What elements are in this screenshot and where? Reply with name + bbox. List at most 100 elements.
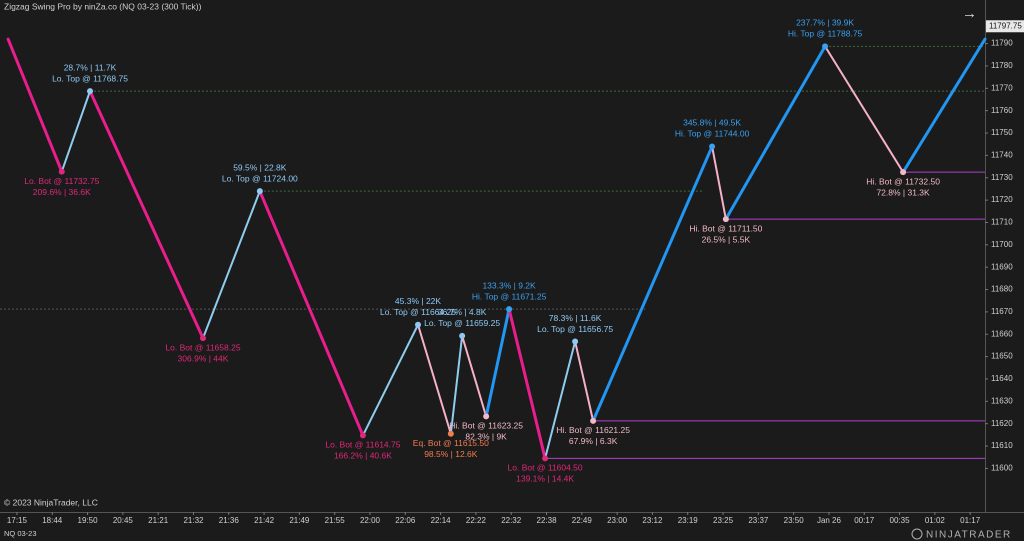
y-tick-label: 11700: [991, 240, 1013, 249]
swing-pivot: [722, 216, 729, 223]
zigzag-leg: [711, 145, 727, 221]
x-tick-label: 23:50: [784, 516, 805, 525]
y-tick-label: 11630: [991, 396, 1013, 405]
x-tick-label: 23:00: [607, 516, 628, 525]
swing-label: Lo. Top @ 11656.75: [537, 324, 613, 334]
swing-pivot: [822, 43, 829, 50]
zigzag-leg: [591, 144, 714, 423]
swing-label: Hi. Bot @ 11732.50: [866, 176, 940, 186]
swing-pivot: [415, 321, 422, 328]
swing-label: Hi. Bot @ 11623.25: [449, 421, 523, 431]
swing-stats: 139.1% | 14.4K: [516, 474, 574, 484]
zigzag-leg: [461, 334, 488, 418]
swing-pivot: [542, 455, 549, 462]
y-tick-label: 11790: [991, 39, 1013, 48]
zigzag-leg: [361, 323, 420, 437]
swing-stats: 78.3% | 11.6K: [549, 313, 602, 323]
swing-stats: 209.6% | 36.6K: [33, 187, 91, 197]
swing-stats: 237.7% | 39.9K: [796, 18, 854, 28]
swing-pivot: [709, 143, 716, 150]
zigzag-leg: [6, 37, 64, 174]
y-tick-label: 11650: [991, 352, 1013, 361]
x-tick-label: 21:32: [183, 516, 204, 525]
y-tick-label: 11620: [991, 419, 1013, 428]
zigzag-leg: [574, 340, 595, 422]
y-tick-label: 11720: [991, 195, 1013, 204]
y-tick-label: 11710: [991, 218, 1013, 227]
swing-label: Lo. Top @ 11724.00: [222, 173, 298, 183]
y-tick-label: 11640: [991, 374, 1013, 383]
swing-label: Hi. Bot @ 11621.25: [556, 425, 630, 435]
swing-label: Lo. Bot @ 11658.25: [165, 342, 240, 352]
swing-stats: 72.8% | 31.3K: [876, 187, 930, 197]
x-tick-label: Jan 26: [817, 516, 842, 525]
y-tick-label: 11740: [991, 150, 1013, 159]
y-tick-label: 11780: [991, 61, 1013, 70]
y-tick-label: 11770: [991, 83, 1013, 92]
swing-stats: 67.9% | 6.3K: [569, 436, 618, 446]
x-tick-label: 21:55: [325, 516, 346, 525]
zigzag-leg: [544, 340, 577, 460]
x-tick-label: 00:35: [890, 516, 911, 525]
zigzag-leg: [724, 44, 827, 221]
x-tick-label: 21:42: [254, 516, 275, 525]
brand-logo: [911, 528, 923, 540]
x-tick-label: 23:19: [678, 516, 699, 525]
last-price-tag: [986, 20, 1024, 33]
swing-stats: 306.9% | 44K: [178, 353, 229, 363]
swing-label: Lo. Bot @ 11614.75: [325, 440, 400, 450]
y-tick-label: 11610: [991, 441, 1013, 450]
x-tick-label: 21:49: [289, 516, 310, 525]
x-tick-label: 01:17: [960, 516, 981, 525]
swing-stats: 98.5% | 12.6K: [424, 449, 478, 459]
swing-stats: 45.3% | 22K: [395, 296, 441, 306]
swing-stats: 28.7% | 11.7K: [64, 62, 117, 72]
swing-label: Hi. Top @ 11788.75: [788, 29, 863, 39]
zigzag-leg: [202, 190, 261, 340]
x-tick-label: 22:06: [395, 516, 416, 525]
swing-pivot: [506, 306, 513, 313]
swing-label: Lo. Bot @ 11732.75: [24, 176, 99, 186]
x-tick-label: 22:22: [466, 516, 487, 525]
instrument: NQ 03-23: [4, 529, 37, 538]
x-tick-label: 21:21: [148, 516, 169, 525]
x-tick-label: 23:12: [642, 516, 663, 525]
swing-stats: 59.5% | 22.8K: [233, 162, 287, 172]
swing-label: Lo. Top @ 11768.75: [52, 73, 128, 83]
x-tick-label: 22:14: [431, 516, 452, 525]
swing-pivot: [447, 430, 454, 437]
x-tick-label: 21:36: [219, 516, 240, 525]
y-tick-label: 11730: [991, 173, 1013, 182]
y-tick-label: 11600: [991, 464, 1013, 473]
zigzag-leg: [901, 37, 987, 174]
x-tick-label: 22:00: [360, 516, 381, 525]
x-tick-label: 18:44: [42, 516, 63, 525]
swing-pivot: [256, 188, 263, 195]
x-tick-label: 19:50: [78, 516, 99, 525]
zigzag-leg: [449, 334, 464, 435]
swing-pivot: [483, 413, 490, 420]
chart-title: Zigzag Swing Pro by ninZa.co (NQ 03-23 (…: [4, 1, 202, 11]
zigzag-leg: [60, 90, 92, 173]
swing-stats: 36.7% | 4.8K: [438, 307, 487, 317]
swing-label: Lo. Bot @ 11604.50: [508, 463, 583, 473]
zigzag-leg: [258, 189, 365, 437]
swing-stats: 26.5% | 5.5K: [702, 234, 751, 244]
x-tick-label: 22:38: [537, 516, 558, 525]
brand: NINJATRADER: [926, 530, 1012, 541]
x-tick-label: 17:15: [7, 516, 28, 525]
y-tick-label: 11690: [991, 262, 1013, 271]
zigzag-leg: [824, 45, 905, 174]
x-tick-label: 00:17: [854, 516, 875, 525]
swing-label: Lo. Top @ 11659.25: [424, 318, 500, 328]
x-tick-label: 23:37: [748, 516, 769, 525]
y-tick-label: 11660: [991, 329, 1013, 338]
zigzag-leg: [88, 89, 205, 340]
zigzag-leg: [417, 323, 452, 435]
swing-label: Hi. Bot @ 11711.50: [689, 223, 762, 233]
y-tick-label: 11670: [991, 307, 1013, 316]
scroll-arrow[interactable]: →: [962, 5, 977, 22]
